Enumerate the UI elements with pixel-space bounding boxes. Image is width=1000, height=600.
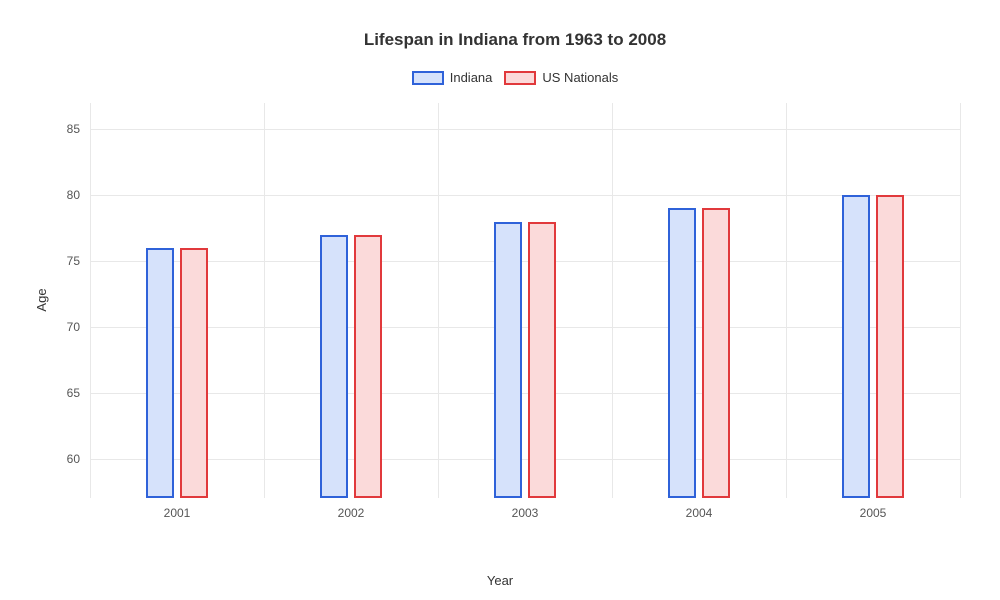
bar <box>494 222 522 499</box>
gridline-h <box>90 459 960 460</box>
gridline-v <box>90 103 91 498</box>
x-tick: 2001 <box>164 506 191 520</box>
gridline-h <box>90 261 960 262</box>
y-tick: 75 <box>67 254 80 268</box>
bar <box>320 235 348 498</box>
gridline-v <box>264 103 265 498</box>
gridline-h <box>90 393 960 394</box>
plot-area: 60657075808520012002200320042005 <box>90 103 960 498</box>
gridline-v <box>438 103 439 498</box>
y-tick: 80 <box>67 188 80 202</box>
x-axis-label: Year <box>487 573 513 588</box>
gridline-v <box>612 103 613 498</box>
legend-item-usnationals: US Nationals <box>504 70 618 85</box>
y-tick: 65 <box>67 386 80 400</box>
bar <box>876 195 904 498</box>
gridline-h <box>90 195 960 196</box>
chart-title: Lifespan in Indiana from 1963 to 2008 <box>70 30 960 50</box>
x-tick: 2005 <box>860 506 887 520</box>
bar <box>354 235 382 498</box>
legend-swatch-indiana <box>412 71 444 85</box>
chart-legend: Indiana US Nationals <box>70 70 960 85</box>
y-axis-label: Age <box>34 288 49 311</box>
chart-container: Lifespan in Indiana from 1963 to 2008 In… <box>0 0 1000 600</box>
legend-label-usnationals: US Nationals <box>542 70 618 85</box>
bar <box>528 222 556 499</box>
y-tick: 60 <box>67 452 80 466</box>
y-tick: 70 <box>67 320 80 334</box>
gridline-h <box>90 327 960 328</box>
gridline-v <box>786 103 787 498</box>
y-tick: 85 <box>67 122 80 136</box>
gridline-h <box>90 129 960 130</box>
bar <box>668 208 696 498</box>
x-tick: 2003 <box>512 506 539 520</box>
legend-label-indiana: Indiana <box>450 70 493 85</box>
bar <box>146 248 174 498</box>
gridline-v <box>960 103 961 498</box>
legend-swatch-usnationals <box>504 71 536 85</box>
x-tick: 2004 <box>686 506 713 520</box>
bar <box>842 195 870 498</box>
bar <box>180 248 208 498</box>
legend-item-indiana: Indiana <box>412 70 493 85</box>
bar <box>702 208 730 498</box>
x-tick: 2002 <box>338 506 365 520</box>
